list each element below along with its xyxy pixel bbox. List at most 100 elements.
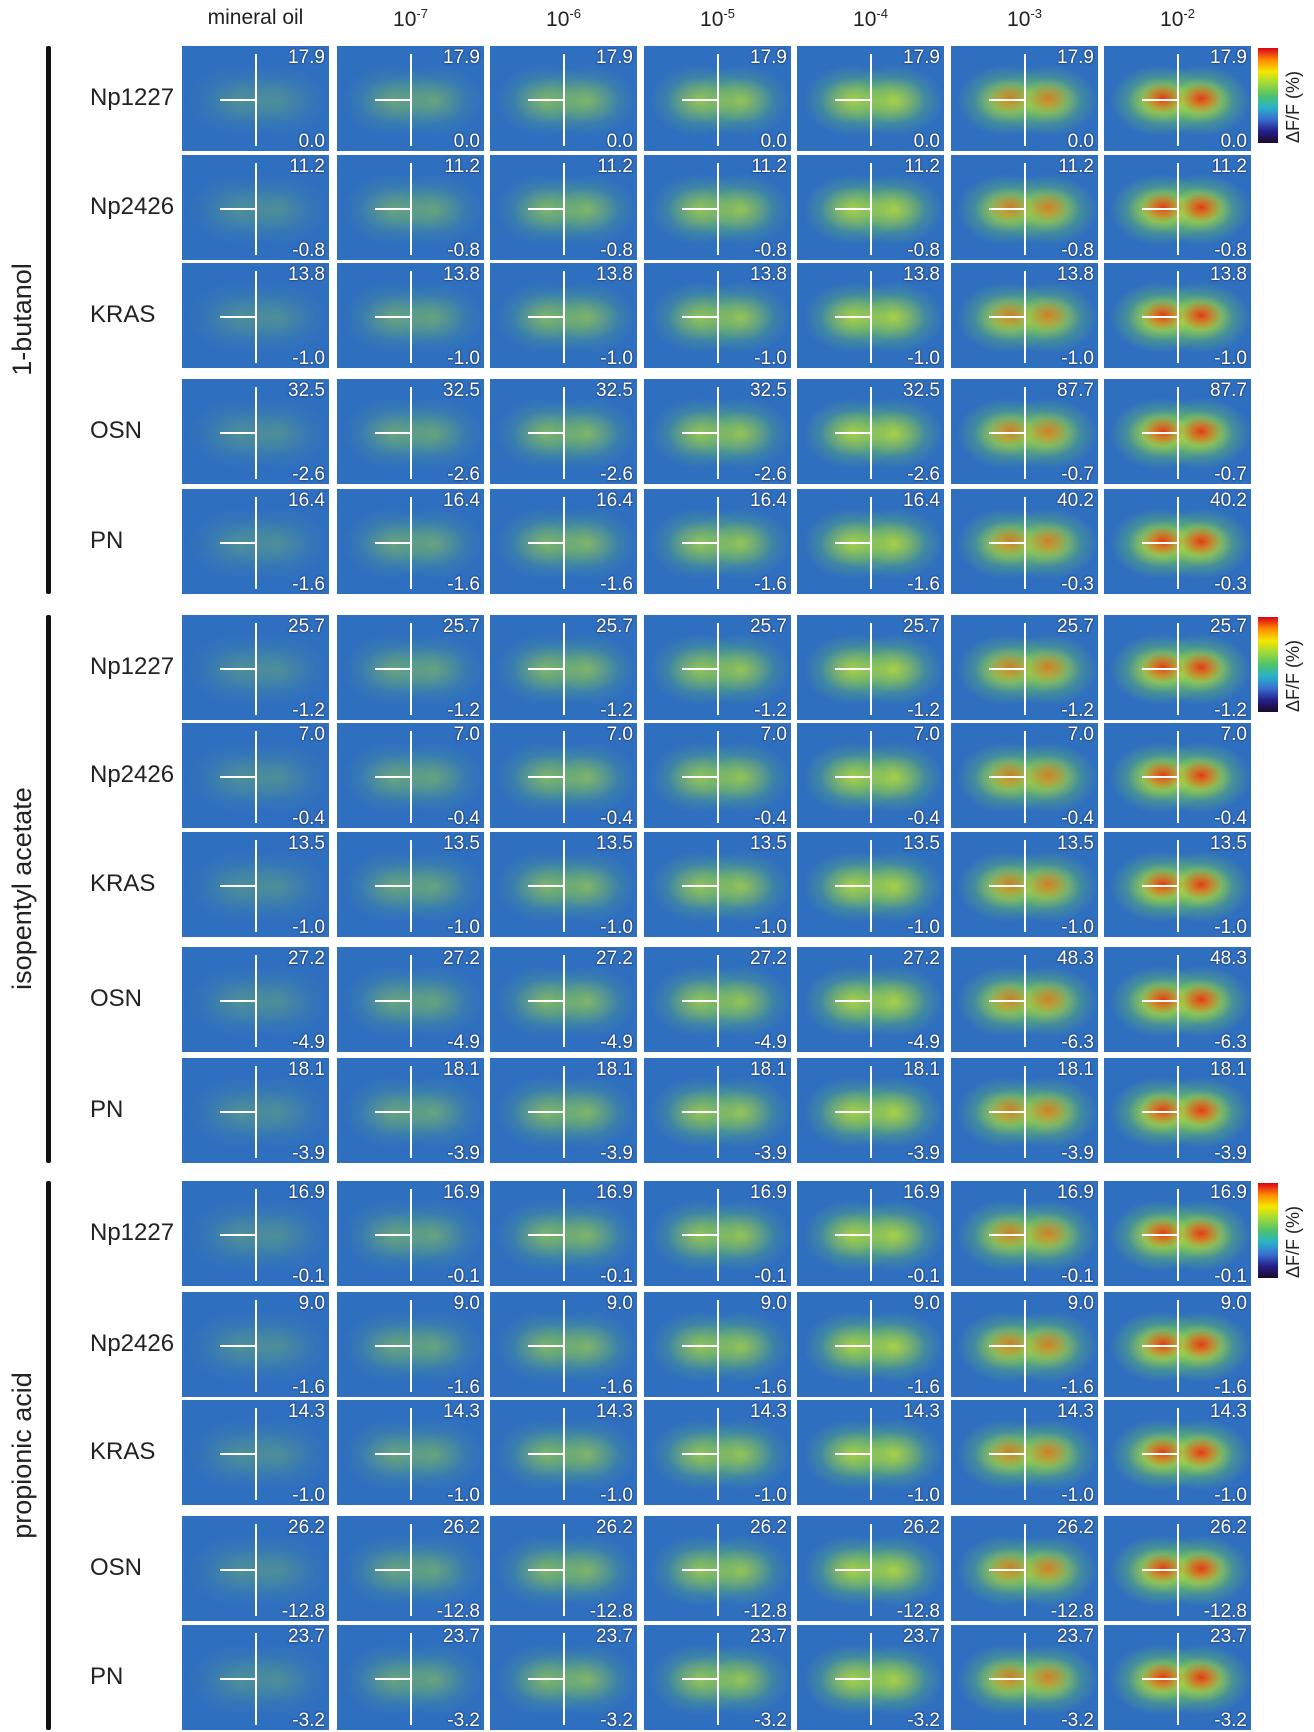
crosshair-horizontal: [220, 1000, 256, 1002]
row-label: Np1227: [90, 84, 175, 111]
response-image: 9.0 -1.6: [644, 1292, 791, 1397]
crosshair-horizontal: [835, 432, 871, 434]
crosshair-horizontal: [375, 432, 411, 434]
crosshair-vertical: [870, 1408, 872, 1500]
crosshair-vertical: [255, 1524, 257, 1616]
max-value: 48.3: [1210, 948, 1247, 969]
max-value: 23.7: [596, 1626, 633, 1647]
row-label: KRAS: [90, 1438, 156, 1465]
max-value: 11.2: [597, 156, 633, 177]
crosshair-vertical: [717, 1524, 719, 1616]
max-value: 26.2: [750, 1517, 787, 1538]
crosshair-vertical: [1024, 1408, 1026, 1500]
min-value: -3.2: [1214, 1710, 1247, 1730]
crosshair-horizontal: [220, 208, 256, 210]
min-value: -1.0: [292, 917, 325, 937]
response-image: 27.2 -4.9: [490, 947, 637, 1052]
min-value: -3.2: [292, 1710, 325, 1730]
max-value: 13.8: [750, 264, 787, 285]
crosshair-vertical: [563, 840, 565, 932]
min-value: -1.0: [1214, 1485, 1247, 1505]
min-value: -0.4: [447, 808, 480, 828]
crosshair-vertical: [255, 163, 257, 255]
min-value: -1.0: [754, 1485, 787, 1505]
max-value: 18.1: [596, 1059, 633, 1080]
max-value: 14.3: [443, 1401, 480, 1422]
crosshair-vertical: [870, 1633, 872, 1725]
crosshair-vertical: [1024, 840, 1026, 932]
response-image: 17.9 0.0: [337, 46, 484, 151]
crosshair-vertical: [410, 1633, 412, 1725]
min-value: -1.0: [1061, 1485, 1094, 1505]
max-value: 13.8: [903, 264, 940, 285]
response-image: 26.2 -12.8: [337, 1516, 484, 1621]
max-value: 13.5: [750, 833, 787, 854]
max-value: 16.4: [443, 490, 480, 511]
response-image: 13.5 -1.0: [797, 832, 944, 937]
base: 10: [546, 8, 570, 31]
crosshair-vertical: [563, 163, 565, 255]
max-value: 9.0: [606, 1293, 633, 1314]
min-value: -1.6: [907, 1377, 940, 1397]
min-value: -1.0: [600, 348, 633, 368]
column-header: 10-4: [797, 6, 944, 32]
response-image: 25.7 -1.2: [182, 615, 329, 720]
response-image: 32.5 -2.6: [490, 379, 637, 484]
crosshair-horizontal: [682, 1569, 718, 1571]
max-value: 40.2: [1210, 490, 1247, 511]
max-value: 17.9: [903, 47, 940, 68]
crosshair-horizontal: [528, 885, 564, 887]
exponent: -2: [1183, 6, 1195, 21]
base: 10: [1007, 8, 1031, 31]
max-value: 16.9: [750, 1182, 787, 1203]
crosshair-vertical: [717, 1066, 719, 1158]
colorbar-label: ΔF/F (%): [1283, 1205, 1303, 1278]
response-image: 11.2 -0.8: [951, 155, 1098, 260]
crosshair-vertical: [717, 163, 719, 255]
max-value: 25.7: [1057, 616, 1094, 637]
min-value: -1.2: [907, 700, 940, 720]
crosshair-vertical: [870, 1524, 872, 1616]
max-value: 9.0: [913, 1293, 940, 1314]
colorbar: [1258, 617, 1278, 712]
crosshair-horizontal: [528, 208, 564, 210]
min-value: -1.2: [754, 700, 787, 720]
max-value: 16.9: [1210, 1182, 1247, 1203]
max-value: 26.2: [596, 1517, 633, 1538]
crosshair-vertical: [410, 163, 412, 255]
max-value: 18.1: [288, 1059, 325, 1080]
response-image: 27.2 -4.9: [337, 947, 484, 1052]
max-value: 87.7: [1210, 380, 1247, 401]
min-value: -0.1: [1061, 1266, 1094, 1286]
max-value: 16.9: [288, 1182, 325, 1203]
crosshair-vertical: [563, 623, 565, 715]
response-image: 16.9 -0.1: [337, 1181, 484, 1286]
crosshair-vertical: [717, 955, 719, 1047]
response-image: 14.3 -1.0: [951, 1400, 1098, 1505]
crosshair-horizontal: [1142, 885, 1178, 887]
response-image: 7.0 -0.4: [644, 723, 791, 828]
response-image: 14.3 -1.0: [797, 1400, 944, 1505]
min-value: -1.0: [907, 917, 940, 937]
crosshair-vertical: [1177, 1066, 1179, 1158]
min-value: -12.8: [896, 1601, 940, 1621]
max-value: 13.8: [443, 264, 480, 285]
min-value: -0.7: [1061, 464, 1094, 484]
max-value: 48.3: [1057, 948, 1094, 969]
crosshair-horizontal: [835, 1453, 871, 1455]
crosshair-horizontal: [682, 99, 718, 101]
response-image: 9.0 -1.6: [337, 1292, 484, 1397]
crosshair-horizontal: [835, 1569, 871, 1571]
min-value: -1.6: [600, 574, 633, 594]
max-value: 7.0: [760, 724, 787, 745]
row-label: Np2426: [90, 761, 175, 788]
response-image: 16.4 -1.6: [797, 489, 944, 594]
column-header: mineral oil: [207, 6, 304, 29]
max-value: 16.4: [750, 490, 787, 511]
min-value: -1.0: [447, 348, 480, 368]
response-image: 48.3 -6.3: [1104, 947, 1251, 1052]
row-label: Np1227: [90, 1219, 175, 1246]
response-image: 9.0 -1.6: [490, 1292, 637, 1397]
response-image: 40.2 -0.3: [1104, 489, 1251, 594]
